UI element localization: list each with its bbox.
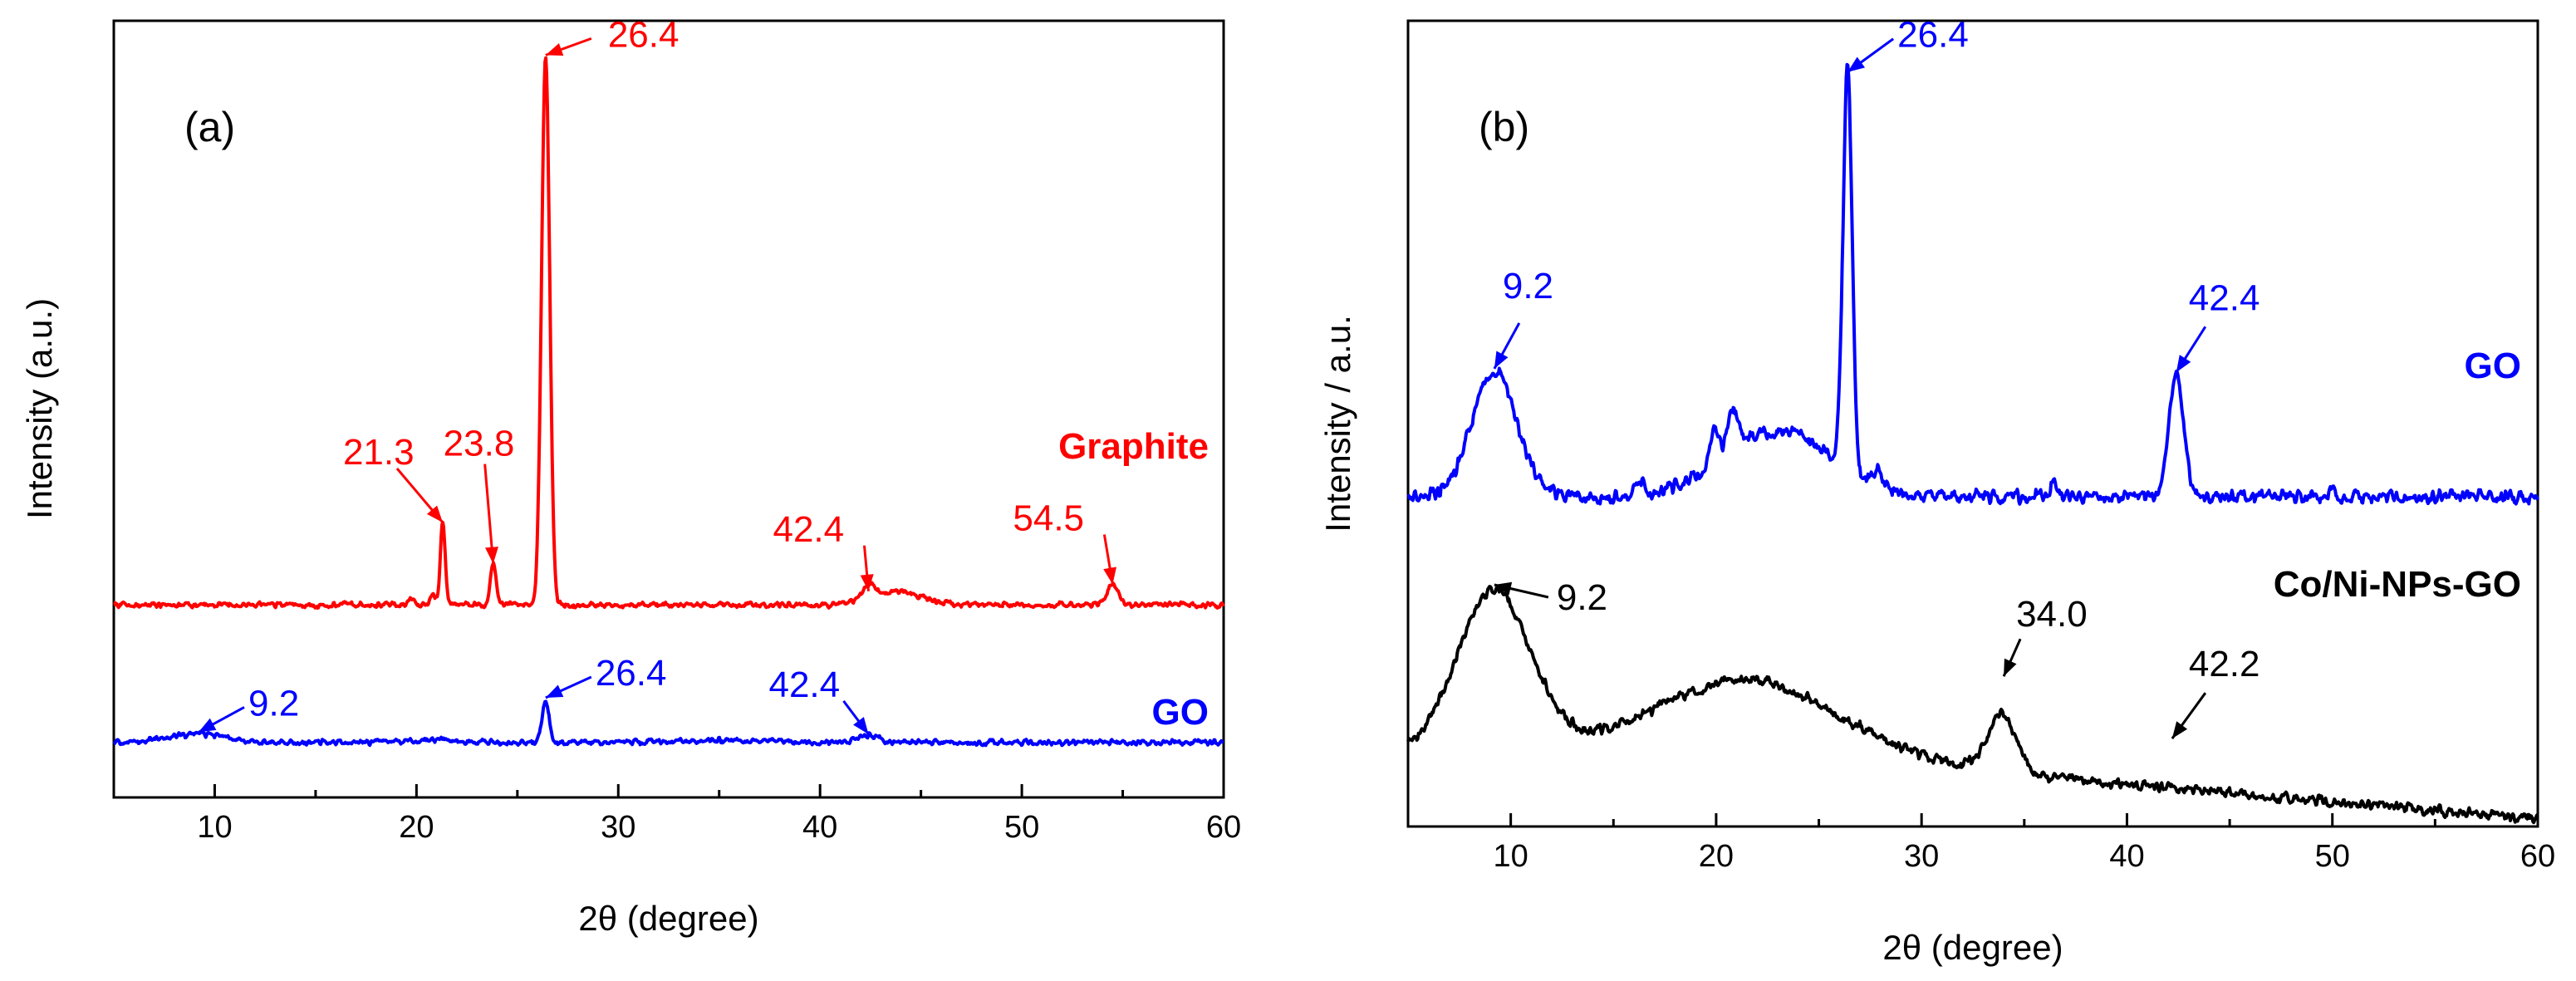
annotation-arrow-head bbox=[2004, 658, 2017, 677]
annotation-arrow-head bbox=[1494, 581, 1513, 596]
panel-a-annotation-go-9-2: 9.2 bbox=[198, 683, 299, 733]
panel-b-label: (b) bbox=[1479, 104, 1529, 150]
panel-b-annotation-co-ni-nps-go-9-2: 9.2 bbox=[1494, 577, 1607, 618]
panel-b-annotation-go-42-4: 42.4 bbox=[2175, 277, 2260, 374]
panel-a-series-group bbox=[112, 56, 1225, 748]
panel-b-go-coni: 10 20 30 40 50 60 9.226.442.49.2 34.042.2 (b) … bbox=[1318, 15, 2555, 967]
panel-a-axes-frame bbox=[112, 19, 1225, 799]
panel-a-annotation-graphite-26-4: 26.4 bbox=[545, 14, 680, 56]
panel-b-x-tick-label-50: 50 bbox=[2315, 839, 2350, 874]
annotation-value-label: 9.2 bbox=[248, 683, 299, 723]
panel-a-x-tick-label-20: 20 bbox=[399, 810, 434, 845]
panel-a-x-tick-label-40: 40 bbox=[802, 810, 837, 845]
annotation-arrow-head bbox=[485, 547, 498, 564]
panel-a-x-tick-label-30: 30 bbox=[601, 810, 635, 845]
panel-a-x-tick-label-10: 10 bbox=[197, 810, 232, 845]
annotation-value-label: 54.5 bbox=[1013, 498, 1084, 538]
panel-a-x-tick-label-60: 60 bbox=[1206, 810, 1241, 845]
panel-a-graphite-go: 10 20 30 40 50 60 21.3 23.8 26.4 42.4 54.5 9.2 26.4… bbox=[20, 14, 1241, 938]
panel-b-annotation-go-9-2: 9.2 bbox=[1493, 266, 1553, 370]
panel-b-series-go-line bbox=[1406, 62, 2539, 506]
panel-a-y-axis-title: Intensity (a.u.) bbox=[20, 298, 59, 519]
panel-a-annotation-graphite-54-5: 54.5 bbox=[1013, 498, 1117, 585]
panel-b-annotation-co-ni-nps-go-34-0: 34.0 bbox=[2002, 594, 2088, 677]
annotation-value-label: 34.0 bbox=[2016, 594, 2088, 635]
annotation-arrow-head bbox=[2176, 355, 2191, 373]
annotation-arrow-head bbox=[1847, 56, 1866, 72]
panel-b-x-tick-label-30: 30 bbox=[1904, 839, 1939, 874]
panel-a-label: (a) bbox=[184, 104, 235, 150]
annotation-arrow-head bbox=[1494, 351, 1509, 369]
panel-a-x-ticks: 10 20 30 40 50 60 bbox=[197, 784, 1241, 845]
annotation-arrow-head bbox=[545, 43, 564, 56]
panel-b-x-tick-label-40: 40 bbox=[2109, 839, 2144, 874]
panel-b-x-tick-label-10: 10 bbox=[1493, 839, 1528, 874]
annotation-arrow-head bbox=[1103, 567, 1117, 585]
annotation-arrow-line bbox=[483, 464, 495, 564]
panel-b-series-co-ni-nps-go-line bbox=[1406, 585, 2539, 825]
panel-a-annotation-graphite-21-3: 21.3 bbox=[343, 432, 444, 523]
panel-b-x-axis-title: 2θ (degree) bbox=[1882, 928, 2063, 967]
panel-a-annotation-graphite-42-4: 42.4 bbox=[773, 509, 874, 591]
panel-a-annotation-graphite-23-8: 23.8 bbox=[444, 424, 515, 564]
annotation-arrow-head bbox=[426, 505, 443, 523]
panel-a-annotations: 21.3 23.8 26.4 42.4 54.5 9.2 26.4 42.4 bbox=[198, 14, 1117, 735]
panel-a-series-go-line bbox=[112, 699, 1224, 748]
annotation-arrow-head bbox=[2171, 721, 2188, 739]
panel-a-annotation-go-26-4: 26.4 bbox=[545, 653, 667, 699]
panel-b-legend-go: GO bbox=[2465, 346, 2521, 386]
panel-b-x-tick-label-20: 20 bbox=[1699, 839, 1734, 874]
panel-b-axes-frame bbox=[1406, 19, 2539, 828]
annotation-arrow-head bbox=[853, 717, 869, 734]
annotation-arrow-head bbox=[199, 718, 217, 733]
panel-a-x-axis-title: 2θ (degree) bbox=[578, 899, 758, 938]
panel-a-series-graphite-line bbox=[113, 56, 1225, 611]
panel-a-x-tick-label-50: 50 bbox=[1004, 810, 1039, 845]
annotation-value-label: 42.2 bbox=[2189, 644, 2260, 684]
annotation-value-label: 9.2 bbox=[1503, 266, 1553, 307]
panel-b-annotations: 9.2 26.4 42.4 9.2 34.0 42.2 bbox=[1493, 15, 2260, 740]
annotation-value-label: 26.4 bbox=[608, 14, 680, 55]
annotation-value-label: 21.3 bbox=[343, 432, 415, 473]
panel-b-x-tick-label-60: 60 bbox=[2520, 839, 2555, 874]
panel-a-annotation-go-42-4: 42.4 bbox=[768, 665, 870, 735]
panel-b-annotation-co-ni-nps-go-42-2: 42.2 bbox=[2171, 644, 2260, 740]
annotation-value-label: 9.2 bbox=[1557, 577, 1607, 618]
annotation-arrow-head bbox=[860, 574, 874, 591]
panel-b-y-axis-title: Intensity / a.u. bbox=[1318, 315, 1357, 532]
panel-b-legend-coni: Co/Ni-NPs-GO bbox=[2274, 564, 2521, 605]
panel-b-annotation-go-26-4: 26.4 bbox=[1847, 15, 1969, 73]
annotation-value-label: 26.4 bbox=[596, 653, 667, 694]
panel-b-x-ticks: 10 20 30 40 50 60 bbox=[1493, 813, 2555, 874]
panel-a-legend-go: GO bbox=[1152, 692, 1209, 733]
panel-b-series-group bbox=[1406, 62, 2539, 825]
annotation-value-label: 23.8 bbox=[444, 424, 515, 464]
annotation-value-label: 26.4 bbox=[1897, 15, 1969, 56]
panel-a-legend-graphite: Graphite bbox=[1058, 426, 1209, 467]
annotation-arrow-head bbox=[545, 684, 564, 699]
annotation-value-label: 42.4 bbox=[2189, 277, 2260, 318]
annotation-value-label: 42.4 bbox=[773, 509, 844, 550]
annotation-value-label: 42.4 bbox=[768, 665, 840, 705]
